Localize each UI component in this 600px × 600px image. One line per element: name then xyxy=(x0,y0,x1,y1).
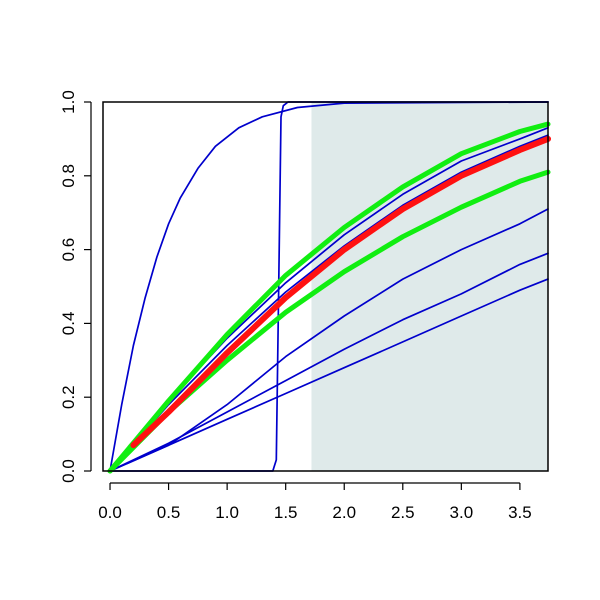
x-tick-label: 3.0 xyxy=(450,503,474,522)
y-tick-label: 0.6 xyxy=(59,238,78,262)
series-line-4 xyxy=(109,134,549,472)
series-layer xyxy=(107,101,551,474)
x-tick-label: 0.0 xyxy=(98,503,122,522)
x-tick-label: 1.5 xyxy=(274,503,298,522)
series-line-6 xyxy=(109,252,549,472)
series-line-10 xyxy=(130,135,551,449)
x-tick-label: 2.5 xyxy=(391,503,415,522)
y-tick-label: 1.0 xyxy=(59,90,78,114)
shaded-region xyxy=(311,102,548,471)
series-line-5 xyxy=(109,208,549,472)
y-axis: 0.0 0.2 0.4 0.6 0.8 1.0 xyxy=(59,90,92,483)
series-line-1 xyxy=(109,101,549,472)
x-tick-label: 2.0 xyxy=(332,503,356,522)
x-tick-label: 0.5 xyxy=(157,503,181,522)
x-tick-label: 3.5 xyxy=(508,503,532,522)
x-tick-label: 1.0 xyxy=(215,503,239,522)
y-tick-label: 0.2 xyxy=(59,385,78,409)
y-tick-label: 0.0 xyxy=(59,459,78,483)
series-line-7 xyxy=(109,278,549,472)
y-tick-label: 0.4 xyxy=(59,312,78,336)
y-tick-label: 0.8 xyxy=(59,164,78,188)
series-line-8 xyxy=(107,121,551,474)
x-axis: 0.0 0.5 1.0 1.5 2.0 2.5 3.0 3.5 xyxy=(98,482,532,522)
shaded-region-layer xyxy=(311,102,548,471)
plot-frame xyxy=(102,101,549,472)
